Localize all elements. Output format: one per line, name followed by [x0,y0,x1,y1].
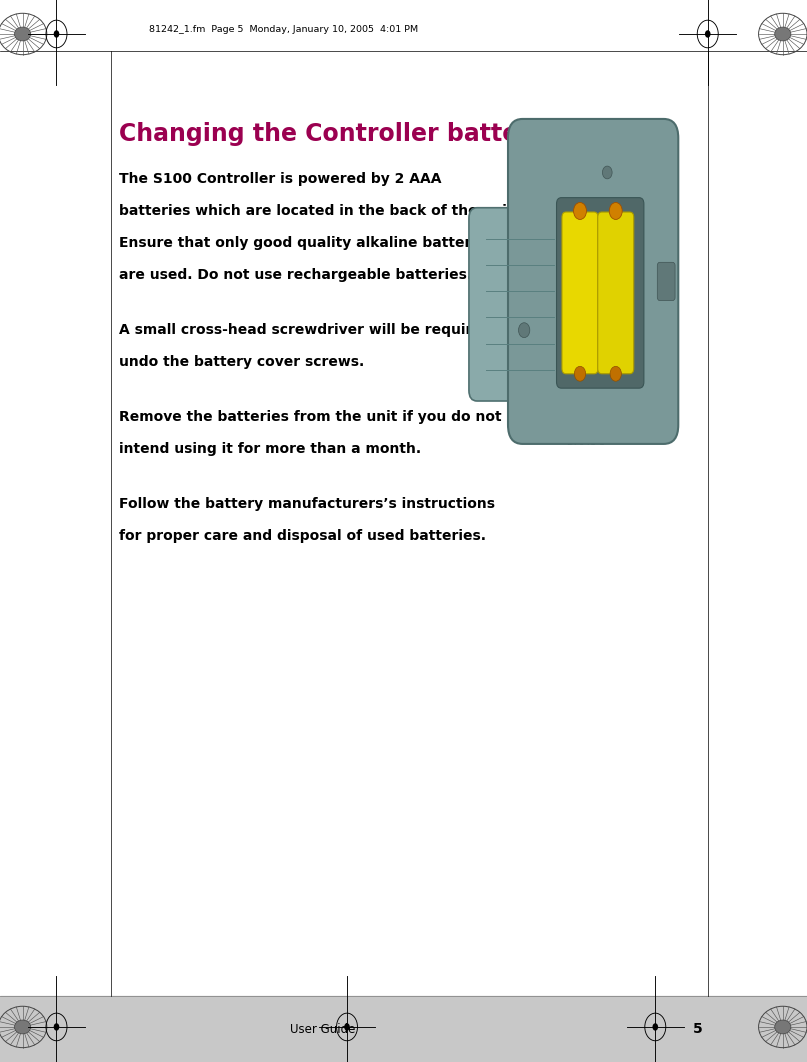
FancyBboxPatch shape [562,212,598,374]
Text: A small cross-head screwdriver will be required to: A small cross-head screwdriver will be r… [119,323,513,337]
Text: 81242_1.fm  Page 5  Monday, January 10, 2005  4:01 PM: 81242_1.fm Page 5 Monday, January 10, 20… [149,25,418,34]
Ellipse shape [15,27,31,40]
FancyBboxPatch shape [508,119,678,444]
Text: User Guide: User Guide [290,1023,356,1035]
FancyBboxPatch shape [469,208,573,401]
Text: D7641-1: D7641-1 [567,438,605,446]
FancyBboxPatch shape [657,262,675,301]
Circle shape [610,366,621,381]
Text: Follow the battery manufacturers’s instructions: Follow the battery manufacturers’s instr… [119,497,495,511]
Circle shape [574,203,587,220]
Circle shape [344,1024,350,1030]
Text: Remove the batteries from the unit if you do not: Remove the batteries from the unit if yo… [119,410,502,424]
Circle shape [53,1024,60,1030]
Text: for proper care and disposal of used batteries.: for proper care and disposal of used bat… [119,529,487,543]
Ellipse shape [775,27,791,40]
Ellipse shape [775,1020,791,1034]
Circle shape [653,1024,658,1030]
FancyBboxPatch shape [598,212,633,374]
Text: batteries which are located in the back of the unit.: batteries which are located in the back … [119,204,519,218]
Text: Changing the Controller batteries: Changing the Controller batteries [119,122,569,147]
Bar [0,996,807,1062]
Text: undo the battery cover screws.: undo the battery cover screws. [119,355,365,369]
Text: 5: 5 [693,1022,703,1037]
Circle shape [575,366,586,381]
FancyBboxPatch shape [557,198,644,389]
Circle shape [705,30,710,38]
Circle shape [518,323,529,338]
Ellipse shape [15,1020,31,1034]
Text: intend using it for more than a month.: intend using it for more than a month. [119,442,421,456]
Circle shape [53,30,60,38]
Circle shape [602,166,612,178]
Circle shape [609,203,622,220]
Text: Ensure that only good quality alkaline batteries: Ensure that only good quality alkaline b… [119,236,494,250]
Text: are used. Do not use rechargeable batteries.: are used. Do not use rechargeable batter… [119,268,473,281]
Text: The S100 Controller is powered by 2 AAA: The S100 Controller is powered by 2 AAA [119,172,442,186]
